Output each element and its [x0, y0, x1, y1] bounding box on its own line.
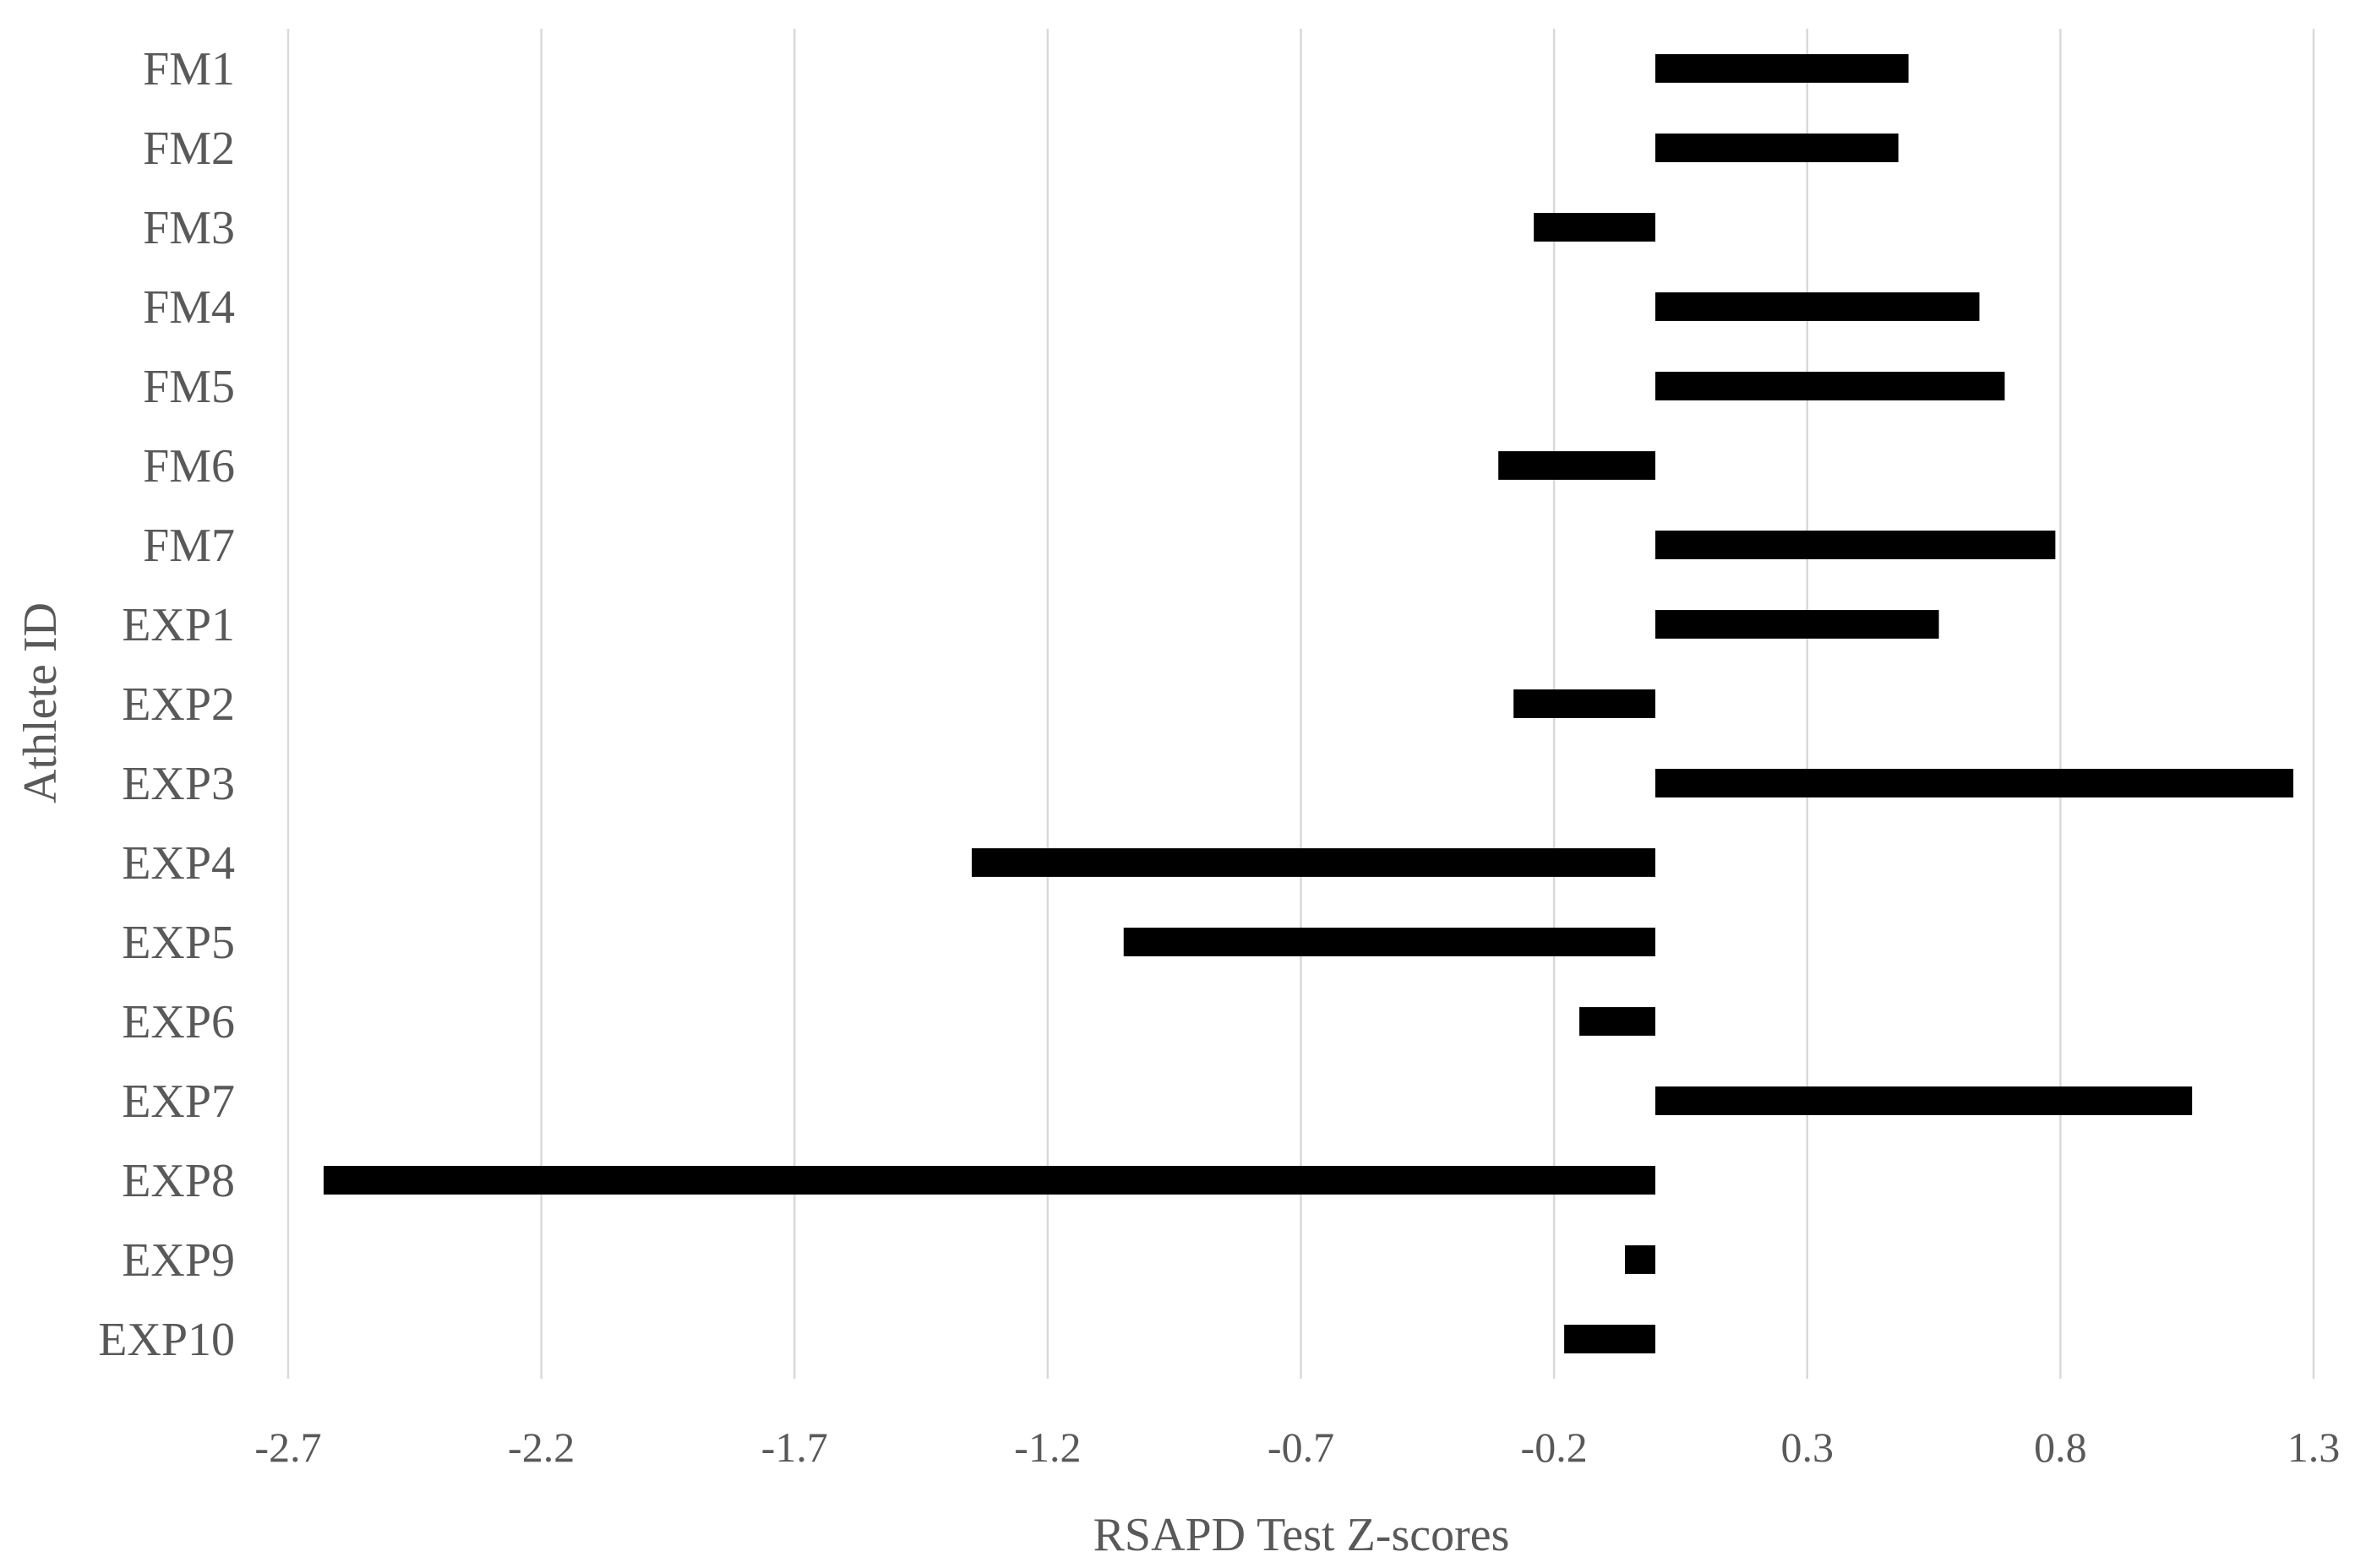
- y-tick-label: FM3: [143, 202, 235, 254]
- bar-exp6: [1579, 1007, 1655, 1036]
- bar-fm3: [1534, 213, 1655, 242]
- y-tick-label: EXP9: [122, 1234, 235, 1287]
- x-tick-label: -1.7: [761, 1424, 828, 1471]
- bar-fm5: [1654, 372, 2005, 400]
- y-tick-label: EXP8: [122, 1155, 235, 1207]
- bar-exp3: [1654, 769, 2294, 798]
- y-tick-label: EXP3: [122, 758, 235, 810]
- x-tick-label: -0.7: [1267, 1424, 1334, 1471]
- x-tick-label: -2.2: [508, 1424, 575, 1471]
- x-tick-label: -2.7: [254, 1424, 321, 1471]
- y-tick-label: EXP5: [122, 917, 235, 969]
- y-tick-label: EXP6: [122, 996, 235, 1048]
- bar-fm2: [1654, 133, 1899, 162]
- x-tick-label: 0.8: [2034, 1424, 2087, 1471]
- bar-exp7: [1654, 1086, 2193, 1115]
- bar-exp4: [971, 848, 1655, 877]
- bar-fm4: [1654, 292, 1980, 321]
- x-tick-label: 1.3: [2287, 1424, 2341, 1471]
- bar-exp1: [1654, 610, 1939, 639]
- y-tick-label: FM2: [143, 122, 235, 175]
- y-tick-label: EXP1: [122, 599, 235, 651]
- y-tick-label: EXP7: [122, 1075, 235, 1128]
- x-tick-label: -0.2: [1521, 1424, 1588, 1471]
- y-tick-label: EXP2: [122, 678, 235, 731]
- x-tick-label: -1.2: [1014, 1424, 1081, 1471]
- x-tick-label: 0.3: [1781, 1424, 1834, 1471]
- y-axis-title: Athlete ID: [14, 602, 67, 803]
- y-tick-label: EXP10: [98, 1314, 235, 1366]
- y-tick-labels: FM1 FM2 FM3 FM4 FM5 FM6 FM7 EXP1 EXP2 EXP3 EXP4 EXP…: [98, 43, 235, 1366]
- bar-exp9: [1625, 1245, 1655, 1274]
- bars: [323, 54, 2294, 1353]
- bar-fm6: [1498, 451, 1655, 480]
- bar-exp8: [323, 1166, 1655, 1195]
- bar-fm1: [1654, 54, 1909, 83]
- bar-exp10: [1564, 1325, 1655, 1353]
- y-tick-label: FM4: [143, 281, 235, 334]
- y-tick-label: EXP4: [122, 837, 235, 890]
- y-tick-label: FM7: [143, 520, 235, 572]
- bar-exp2: [1513, 689, 1655, 718]
- y-tick-label: FM6: [143, 440, 235, 493]
- y-tick-label: FM1: [143, 43, 235, 95]
- y-tick-label: FM5: [143, 361, 235, 413]
- x-tick-labels: -2.7 -2.2 -1.7 -1.2 -0.7 -0.2 0.3 0.8 1.3: [254, 1424, 2340, 1471]
- x-axis-title: RSAPD Test Z-scores: [1093, 1509, 1510, 1561]
- bar-fm7: [1654, 531, 2056, 559]
- bar-exp5: [1123, 928, 1655, 956]
